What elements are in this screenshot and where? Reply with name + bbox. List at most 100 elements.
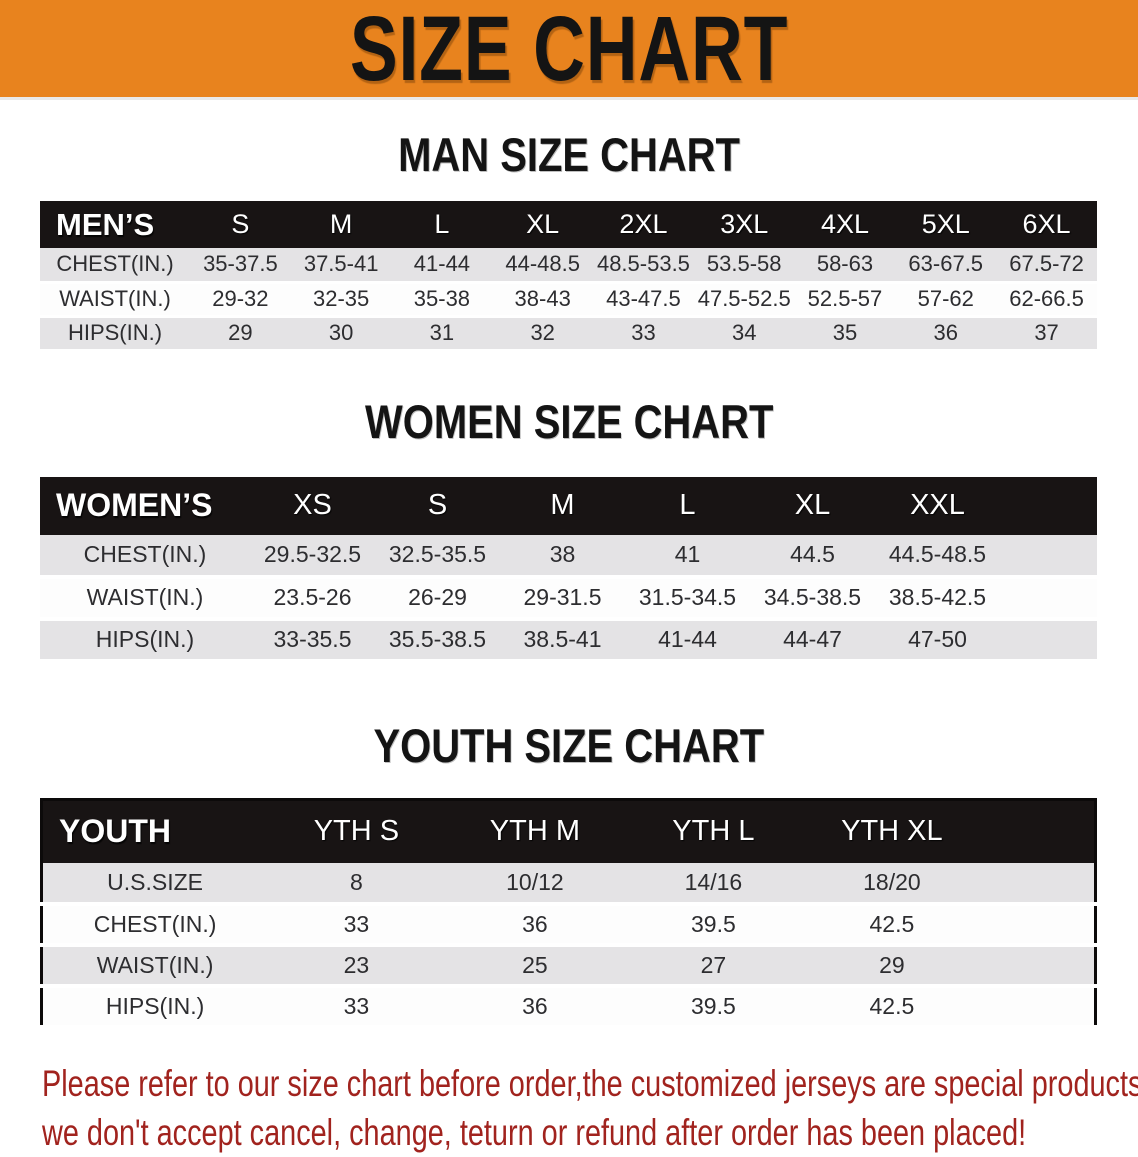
youth-size-column-header: YTH L: [672, 815, 755, 848]
size-value-cell: 67.5-72: [996, 248, 1097, 284]
size-value-cell: 36: [895, 316, 997, 352]
size-value-cell: 34: [693, 316, 795, 352]
size-value-cell: 58-63: [794, 248, 896, 284]
youth-size-column-header: YTH XL: [841, 815, 943, 848]
size-value-cell: 29.5-32.5: [250, 534, 375, 579]
size-value-cell: 44-47: [750, 618, 875, 663]
row-label: WAIST(IN.): [40, 282, 190, 318]
women-size-column-header: L: [679, 489, 696, 521]
men-waist-row: WAIST(IN.) 29-32 32-35 35-38 38-43 43-47…: [40, 282, 1097, 318]
spacer-cell: [1000, 576, 1097, 621]
size-value-cell: 30: [290, 316, 392, 352]
size-value-cell: 25: [445, 945, 625, 988]
size-value-cell: 35: [794, 316, 896, 352]
youth-ussize-row: U.S.SIZE 8 10/12 14/16 18/20: [41, 863, 1096, 906]
row-label: U.S.SIZE: [41, 863, 268, 906]
women-size-column-header: M: [550, 489, 575, 521]
size-chart-banner: SIZE CHART: [0, 0, 1138, 100]
size-value-cell: 41: [625, 534, 750, 579]
size-value-cell: 33: [267, 986, 446, 1029]
size-value-cell: 42.5: [802, 986, 982, 1029]
size-value-cell: 31: [391, 316, 493, 352]
size-value-cell: 38.5-41: [500, 618, 625, 663]
row-label: HIPS(IN.): [40, 316, 190, 352]
women-table-header-row: WOMEN’S XS S M L XL XXL: [40, 476, 1097, 535]
size-value-cell: 47.5-52.5: [693, 282, 795, 318]
men-size-column-header: 4XL: [820, 209, 869, 239]
size-value-cell: 37: [996, 316, 1097, 352]
youth-waist-row: WAIST(IN.) 23 25 27 29: [41, 945, 1096, 988]
men-size-column-header: 3XL: [720, 209, 769, 239]
size-value-cell: 47-50: [875, 618, 1000, 663]
size-value-cell: 38: [500, 534, 625, 579]
size-value-cell: 36: [445, 904, 625, 947]
youth-hips-row: HIPS(IN.) 33 36 39.5 42.5: [41, 986, 1096, 1029]
men-corner-label: MEN’S: [56, 206, 155, 242]
row-label: CHEST(IN.): [41, 904, 268, 947]
women-section-title-wrap: WOMEN SIZE CHART: [0, 394, 1138, 449]
youth-size-column-header: YTH M: [489, 815, 580, 848]
size-value-cell: 31.5-34.5: [625, 576, 750, 621]
youth-size-table: YOUTH YTH S YTH M YTH L YTH XL U.S.SIZE …: [40, 797, 1097, 1029]
size-value-cell: 32: [492, 316, 594, 352]
size-value-cell: 32-35: [290, 282, 392, 318]
size-value-cell: 29-31.5: [500, 576, 625, 621]
disclaimer-line-2: we don't accept cancel, change, teturn o…: [42, 1112, 1027, 1153]
youth-size-column-header: YTH S: [313, 815, 400, 848]
row-label: WAIST(IN.): [41, 945, 268, 988]
size-value-cell: 27: [624, 945, 803, 988]
size-value-cell: 44.5: [750, 534, 875, 579]
size-value-cell: 35.5-38.5: [375, 618, 500, 663]
men-size-column-header: M: [329, 209, 353, 239]
size-value-cell: 18/20: [802, 863, 982, 906]
spacer-cell: [981, 904, 1096, 947]
size-value-cell: 53.5-58: [693, 248, 795, 284]
disclaimer-line-1: Please refer to our size chart before or…: [42, 1063, 1138, 1104]
spacer-cell: [981, 986, 1096, 1029]
men-table-header-row: MEN’S S M L XL 2XL 3XL 4XL 5XL 6XL: [40, 201, 1097, 248]
size-value-cell: 35-37.5: [190, 248, 291, 284]
row-label: CHEST(IN.): [40, 248, 190, 284]
row-label: CHEST(IN.): [40, 534, 250, 579]
men-chest-row: CHEST(IN.) 35-37.5 37.5-41 41-44 44-48.5…: [40, 248, 1097, 284]
size-value-cell: 63-67.5: [895, 248, 997, 284]
women-hips-row: HIPS(IN.) 33-35.5 35.5-38.5 38.5-41 41-4…: [40, 618, 1097, 663]
youth-corner-label: YOUTH: [59, 813, 171, 850]
size-value-cell: 35-38: [391, 282, 493, 318]
women-section-title: WOMEN SIZE CHART: [364, 394, 774, 448]
women-corner-label: WOMEN’S: [56, 487, 213, 523]
size-value-cell: 37.5-41: [290, 248, 392, 284]
women-size-column-header: XXL: [910, 489, 965, 521]
size-value-cell: 36: [445, 986, 625, 1029]
size-value-cell: 57-62: [895, 282, 997, 318]
size-value-cell: 8: [267, 863, 446, 906]
women-size-table: WOMEN’S XS S M L XL XXL CHEST(IN.) 29.5-…: [40, 476, 1097, 663]
size-value-cell: 33: [593, 316, 694, 352]
size-value-cell: 29: [802, 945, 982, 988]
size-value-cell: 48.5-53.5: [593, 248, 694, 284]
women-chest-row: CHEST(IN.) 29.5-32.5 32.5-35.5 38 41 44.…: [40, 534, 1097, 579]
size-value-cell: 43-47.5: [593, 282, 694, 318]
men-hips-row: HIPS(IN.) 29 30 31 32 33 34 35 36 37: [40, 316, 1097, 352]
women-size-column-header: XS: [293, 489, 332, 521]
size-value-cell: 10/12: [445, 863, 625, 906]
size-value-cell: 44-48.5: [492, 248, 594, 284]
youth-section-title-wrap: YOUTH SIZE CHART: [0, 718, 1138, 773]
men-size-column-header: L: [434, 209, 450, 239]
women-size-column-header: S: [427, 489, 448, 521]
youth-table-header-row: YOUTH YTH S YTH M YTH L YTH XL: [41, 799, 1096, 863]
size-value-cell: 42.5: [802, 904, 982, 947]
spacer-cell: [1000, 534, 1097, 579]
spacer-cell: [1000, 618, 1097, 663]
size-value-cell: 29: [190, 316, 291, 352]
size-value-cell: 33-35.5: [250, 618, 375, 663]
size-value-cell: 41-44: [625, 618, 750, 663]
size-value-cell: 26-29: [375, 576, 500, 621]
women-size-column-header: XL: [794, 489, 831, 521]
size-value-cell: 29-32: [190, 282, 291, 318]
men-size-column-header: 5XL: [921, 209, 970, 239]
youth-chest-row: CHEST(IN.) 33 36 39.5 42.5: [41, 904, 1096, 947]
size-value-cell: 52.5-57: [794, 282, 896, 318]
banner-title: SIZE CHART: [349, 0, 789, 100]
